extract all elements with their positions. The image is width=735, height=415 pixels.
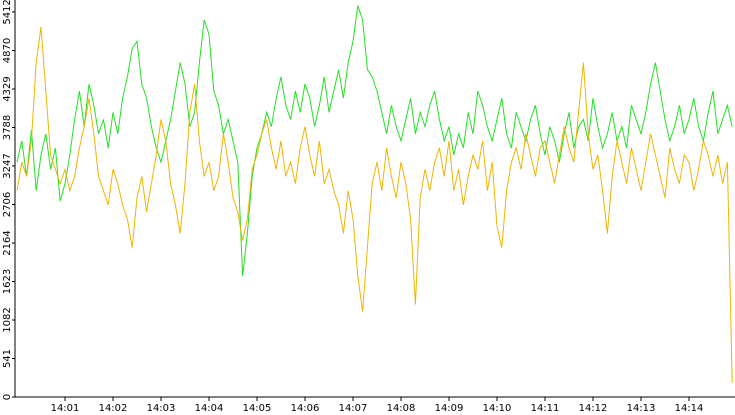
y-tick-label: 0 — [2, 394, 13, 400]
x-tick-label: 14:05 — [243, 403, 272, 414]
x-tick-label: 14:06 — [291, 403, 320, 414]
y-tick-label: 4329 — [2, 76, 13, 101]
x-tick-label: 14:14 — [675, 403, 704, 414]
y-tick-label: 1623 — [2, 269, 13, 294]
y-tick-label: 4870 — [2, 38, 13, 63]
x-tick-label: 14:04 — [195, 403, 224, 414]
y-tick-label: 5412 — [2, 0, 13, 25]
x-tick-label: 14:07 — [339, 403, 368, 414]
x-tick-label: 14:12 — [579, 403, 608, 414]
series-line — [16, 26, 733, 383]
x-tick-label: 14:09 — [435, 403, 464, 414]
y-tick-label: 2706 — [2, 192, 13, 217]
x-tick-label: 14:02 — [99, 403, 128, 414]
y-tick-label: 3247 — [2, 153, 13, 178]
y-tick-label: 541 — [2, 349, 13, 368]
series-line — [16, 5, 733, 277]
x-tick-label: 14:01 — [51, 403, 80, 414]
y-tick-label: 1082 — [2, 307, 13, 332]
x-tick-label: 14:03 — [147, 403, 176, 414]
x-tick-label: 14:11 — [531, 403, 560, 414]
y-tick-label: 2164 — [2, 230, 13, 255]
x-tick-label: 14:08 — [387, 403, 416, 414]
x-tick-label: 14:10 — [483, 403, 512, 414]
y-tick-label: 3788 — [2, 115, 13, 140]
x-tick-label: 14:13 — [627, 403, 656, 414]
